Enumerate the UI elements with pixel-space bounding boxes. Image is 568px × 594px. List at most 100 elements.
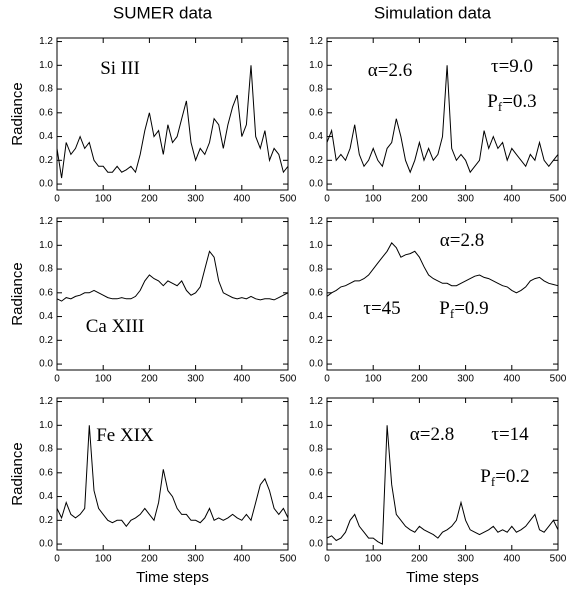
y-tick-label: 0.8	[39, 264, 53, 275]
y-tick-label: 0.0	[39, 359, 53, 370]
y-tick-label: 1.0	[39, 60, 53, 71]
y-axis-label: Radiance	[9, 262, 26, 325]
annotation: τ=14	[491, 424, 529, 445]
data-line	[326, 242, 559, 297]
x-tick-label: 300	[457, 554, 474, 565]
plot-frame	[326, 397, 559, 551]
x-tick-label: 0	[54, 374, 60, 385]
annotation-text: Fe XIX	[96, 425, 154, 446]
x-tick-label: 200	[141, 554, 158, 565]
y-tick-label: 1.2	[309, 36, 323, 47]
y-tick-label: 0.4	[309, 311, 323, 322]
x-tick-label: 200	[141, 194, 158, 205]
annotation-text: P	[480, 466, 491, 487]
annotation: Fe XIX	[96, 425, 154, 446]
y-tick-label: 0.2	[39, 335, 53, 346]
annotation-text: P	[439, 298, 450, 319]
x-tick-label: 300	[187, 194, 204, 205]
y-tick-label: 0.6	[39, 287, 53, 298]
y-tick-label: 0.4	[309, 491, 323, 502]
y-tick-label: 0.8	[39, 444, 53, 455]
x-tick-label: 200	[411, 554, 428, 565]
y-tick-label: 0.4	[39, 311, 53, 322]
y-tick-label: 0.2	[309, 335, 323, 346]
y-tick-label: 0.8	[309, 84, 323, 95]
plot-frame	[56, 37, 289, 191]
data-line	[326, 65, 559, 174]
x-tick-label: 200	[411, 194, 428, 205]
plot-frame	[326, 217, 559, 371]
x-tick-label: 100	[365, 194, 382, 205]
annotation: τ=9.0	[491, 56, 533, 77]
y-tick-label: 1.2	[309, 396, 323, 407]
data-line	[56, 425, 289, 528]
x-tick-label: 400	[233, 374, 250, 385]
y-tick-label: 1.0	[39, 420, 53, 431]
x-tick-label: 200	[411, 374, 428, 385]
annotation-text: α=2.8	[440, 230, 484, 251]
annotation: Si III	[100, 58, 140, 79]
y-tick-label: 0.2	[39, 515, 53, 526]
annotation-subscript: f	[491, 474, 496, 489]
annotation-text: P	[487, 91, 498, 112]
y-tick-label: 1.2	[309, 216, 323, 227]
x-tick-label: 0	[54, 194, 60, 205]
y-tick-label: 1.0	[309, 420, 323, 431]
x-tick-label: 500	[280, 194, 297, 205]
annotation: α=2.8	[440, 230, 484, 251]
y-tick-label: 0.2	[309, 155, 323, 166]
x-tick-label: 0	[324, 374, 330, 385]
y-tick-label: 0.4	[39, 131, 53, 142]
y-tick-label: 0.6	[309, 467, 323, 478]
x-axis-label: Time steps	[406, 569, 479, 586]
y-tick-label: 1.0	[39, 240, 53, 251]
annotation-subscript: f	[450, 306, 455, 321]
annotation-subscript: f	[498, 99, 503, 114]
x-tick-label: 100	[95, 374, 112, 385]
annotation: α=2.8	[410, 424, 454, 445]
plot-frame	[56, 217, 289, 371]
data-line	[56, 250, 289, 302]
x-tick-label: 400	[503, 374, 520, 385]
annotation-text: Ca XIII	[86, 316, 145, 337]
annotation: Pf=0.9	[439, 298, 488, 321]
x-tick-label: 300	[187, 374, 204, 385]
x-tick-label: 500	[280, 554, 297, 565]
data-line	[326, 425, 559, 545]
x-tick-label: 300	[187, 554, 204, 565]
y-tick-label: 0.0	[39, 539, 53, 550]
y-tick-label: 1.0	[309, 60, 323, 71]
annotation-text: τ=9.0	[491, 56, 533, 77]
y-tick-label: 0.4	[309, 131, 323, 142]
y-tick-label: 0.0	[39, 179, 53, 190]
x-tick-label: 400	[233, 554, 250, 565]
x-tick-label: 400	[233, 194, 250, 205]
y-tick-label: 0.4	[39, 491, 53, 502]
y-axis-label: Radiance	[9, 82, 26, 145]
x-tick-label: 100	[365, 554, 382, 565]
y-axis-label: Radiance	[9, 442, 26, 505]
x-tick-label: 500	[550, 554, 567, 565]
y-tick-label: 0.0	[309, 539, 323, 550]
y-tick-label: 0.2	[309, 515, 323, 526]
annotation-text: Si III	[100, 58, 140, 79]
plot-frame	[56, 397, 289, 551]
y-tick-label: 1.2	[39, 216, 53, 227]
plot-frame	[326, 37, 559, 191]
y-tick-label: 0.0	[309, 359, 323, 370]
x-tick-label: 300	[457, 194, 474, 205]
y-tick-label: 0.8	[39, 84, 53, 95]
annotation: Ca XIII	[86, 316, 145, 337]
column-title: Simulation data	[374, 3, 492, 22]
annotation: Pf=0.3	[487, 91, 536, 114]
x-tick-label: 200	[141, 374, 158, 385]
y-tick-label: 0.8	[309, 444, 323, 455]
y-tick-label: 0.6	[39, 107, 53, 118]
annotation-text: α=2.6	[368, 60, 412, 81]
annotation-suffix: =0.9	[454, 298, 488, 319]
annotation-text: τ=45	[363, 298, 400, 319]
y-tick-label: 0.6	[309, 107, 323, 118]
annotation-text: α=2.8	[410, 424, 454, 445]
